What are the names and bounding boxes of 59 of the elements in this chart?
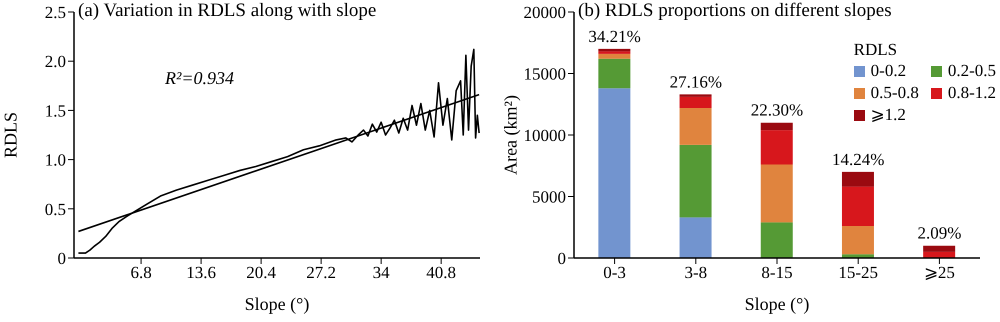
x-tick-label: 40.8	[426, 263, 456, 282]
y-tick-label: 15000	[524, 64, 566, 84]
x-tick-label: 8-15	[761, 263, 793, 282]
annotation: 27.16%	[670, 72, 722, 92]
bar	[598, 54, 630, 59]
y-tick-label: 0.5	[44, 200, 66, 219]
legend-label: 0.2-0.5	[948, 60, 996, 82]
legend-label: 0.8-1.2	[948, 82, 996, 104]
legend-label: ⩾1.2	[870, 104, 906, 126]
y-axis-title: RDLS	[0, 112, 20, 158]
bar	[680, 144, 712, 218]
y-tick-label: 2.0	[44, 52, 66, 72]
bar	[760, 122, 793, 130]
line-series	[78, 48, 480, 254]
y-tick-label: 0	[558, 249, 566, 268]
y-tick-label: 2.5	[44, 3, 66, 22]
y-tick-label: 20000	[524, 3, 566, 22]
legend-label: 0-0.2	[870, 60, 906, 82]
chart-title: (b) RDLS proportions on different slopes	[578, 0, 892, 22]
y-tick-label: 1.5	[44, 101, 66, 120]
y-axis-title: Area (km²)	[500, 95, 520, 175]
annotation: R²=0.934	[165, 68, 234, 88]
legend-title: RDLS	[854, 40, 898, 60]
x-axis-title: Slope (°)	[744, 294, 810, 314]
annotation: 34.21%	[588, 26, 641, 46]
x-tick-label: 20.4	[246, 263, 276, 282]
bar	[598, 51, 630, 54]
y-tick-label: 0	[58, 249, 66, 268]
y-tick-label: 10000	[524, 126, 566, 146]
x-tick-label: 0-3	[603, 263, 626, 282]
bar	[760, 222, 793, 258]
bar	[680, 108, 712, 145]
y-tick-label: 1.0	[44, 150, 66, 170]
x-tick-label: 13.6	[186, 263, 216, 282]
bar	[680, 94, 712, 97]
annotation: 22.30%	[750, 100, 804, 120]
x-tick-label: 27.2	[306, 263, 336, 282]
bar	[760, 130, 793, 165]
bar	[842, 226, 874, 254]
bar	[923, 246, 956, 252]
bar	[598, 58, 630, 88]
bar	[680, 217, 712, 258]
bar	[598, 48, 630, 52]
y-tick-label: 5000	[532, 188, 566, 207]
x-tick-label: 6.8	[130, 263, 152, 282]
x-tick-label: 3-8	[684, 263, 708, 282]
annotation: 2.09%	[917, 224, 962, 243]
bar	[760, 164, 793, 222]
x-tick-label: 34	[372, 263, 390, 282]
x-tick-label: ⩾25	[924, 263, 955, 282]
bar	[842, 172, 874, 187]
annotation: 14.24%	[832, 150, 884, 169]
x-axis-title: Slope (°)	[244, 294, 310, 314]
bar	[680, 96, 712, 108]
x-tick-label: 15-25	[838, 263, 878, 282]
legend-label: 0.5-0.8	[870, 82, 919, 104]
chart-title: (a) Variation in RDLS along with slope	[78, 0, 376, 22]
bar	[842, 186, 874, 226]
bar	[598, 88, 630, 258]
